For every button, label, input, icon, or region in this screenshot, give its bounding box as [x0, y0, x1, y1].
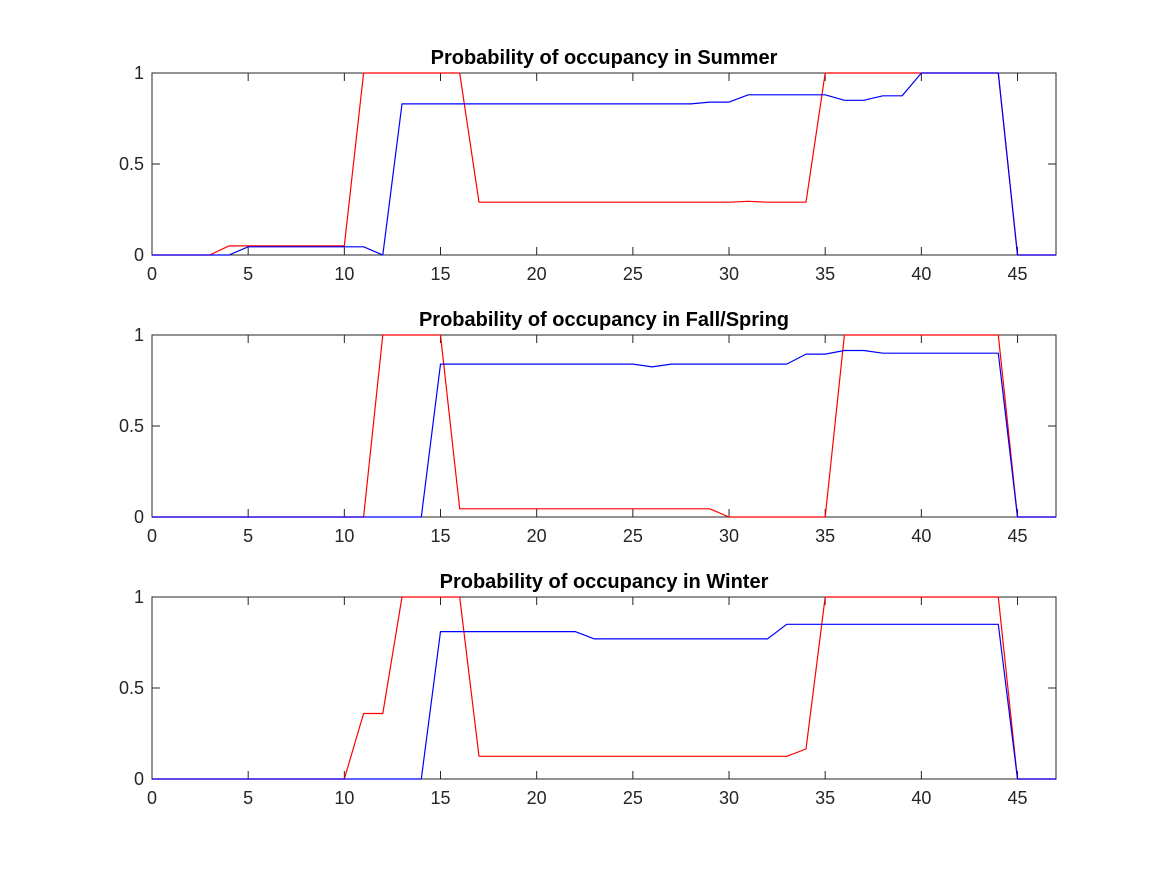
- series-line-1: [152, 72, 1056, 256]
- x-tick-label: 30: [719, 264, 739, 284]
- chart-title: Probability of occupancy in Fall/Spring: [419, 309, 789, 331]
- x-tick-label: 30: [719, 526, 739, 546]
- x-tick-label: 35: [815, 526, 835, 546]
- x-tick-label: 15: [430, 264, 450, 284]
- axes-box: [151, 334, 1057, 518]
- x-tick-label: 20: [527, 264, 547, 284]
- chart-title: Probability of occupancy in Summer: [431, 47, 778, 69]
- x-tick-label: 10: [334, 788, 354, 808]
- y-tick-label: 0.5: [119, 678, 144, 698]
- x-tick-label: 45: [1008, 788, 1028, 808]
- x-tick-label: 40: [911, 526, 931, 546]
- x-tick-label: 25: [623, 788, 643, 808]
- x-tick-label: 20: [527, 526, 547, 546]
- y-tick-label: 0.5: [119, 416, 144, 436]
- y-tick-label: 0: [134, 507, 144, 527]
- series-line-2: [152, 72, 1056, 256]
- axes-box: [151, 72, 1057, 256]
- x-tick-label: 5: [243, 526, 253, 546]
- x-tick-label: 5: [243, 788, 253, 808]
- x-tick-label: 35: [815, 788, 835, 808]
- x-tick-label: 0: [147, 526, 157, 546]
- chart-title: Probability of occupancy in Winter: [440, 571, 769, 593]
- x-tick-label: 40: [911, 788, 931, 808]
- series-line-2: [152, 623, 1056, 780]
- x-tick-label: 35: [815, 264, 835, 284]
- x-tick-label: 0: [147, 788, 157, 808]
- x-tick-label: 10: [334, 264, 354, 284]
- x-tick-label: 5: [243, 264, 253, 284]
- subplot-3: 0 5 10 15 20 25 30 35 40 45 0 0.5 1 Probability of oc…: [119, 571, 1057, 808]
- y-tick-label: 1: [134, 325, 144, 345]
- y-tick-label: 0.5: [119, 154, 144, 174]
- series-line-1: [152, 334, 1056, 518]
- subplot-1: 0 5 10 15 20 25 30 35 40 45 0 0.5 1 Probability of oc…: [119, 47, 1057, 284]
- y-tick-label: 0: [134, 245, 144, 265]
- series-line-2: [152, 349, 1056, 518]
- x-tick-label: 30: [719, 788, 739, 808]
- subplot-2: 0 5 10 15 20 25 30 35 40 45 0 0.5 1 Probability of oc…: [119, 309, 1057, 546]
- y-tick-label: 0: [134, 769, 144, 789]
- x-tick-label: 15: [430, 788, 450, 808]
- y-tick-label: 1: [134, 587, 144, 607]
- x-tick-label: 10: [334, 526, 354, 546]
- series-line-1: [152, 596, 1056, 780]
- x-tick-label: 45: [1008, 264, 1028, 284]
- y-tick-label: 1: [134, 63, 144, 83]
- x-tick-label: 0: [147, 264, 157, 284]
- x-tick-label: 20: [527, 788, 547, 808]
- x-tick-label: 45: [1008, 526, 1028, 546]
- x-tick-label: 40: [911, 264, 931, 284]
- x-tick-label: 25: [623, 526, 643, 546]
- x-tick-label: 25: [623, 264, 643, 284]
- axes-box: [151, 596, 1057, 780]
- x-tick-label: 15: [430, 526, 450, 546]
